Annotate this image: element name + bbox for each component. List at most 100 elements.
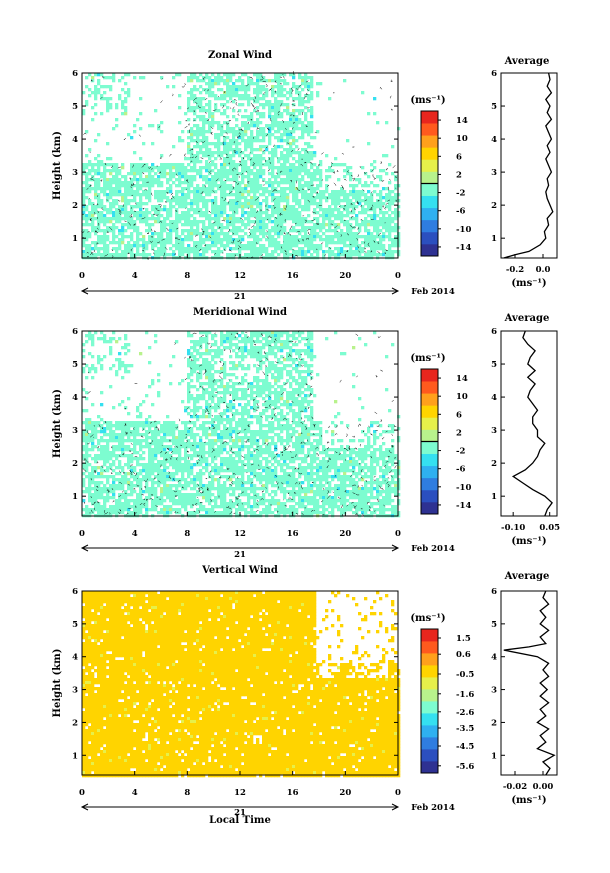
heatmap-cell [160,238,164,242]
contour-segment [124,220,127,222]
heatmap-cell [199,340,203,344]
heatmap-cell [232,139,236,143]
heatmap-cell [133,466,137,470]
heatmap-cell [358,235,362,239]
heatmap-cell [184,451,188,455]
heatmap-cell [301,124,305,128]
heatmap-cell [196,133,200,137]
heatmap-cell [91,247,95,251]
heatmap-cell [202,109,206,113]
heatmap-cell [196,151,200,155]
heatmap-cell [319,235,323,239]
heatmap-cell [265,145,269,149]
heatmap-cell [280,79,284,83]
heatmap-cell [190,334,194,338]
heatmap-cell [226,124,230,128]
heatmap-cell [112,226,116,230]
heatmap-cell [307,130,311,134]
heatmap-cell [277,73,281,77]
heatmap-cell [241,136,245,140]
heatmap-cell [124,427,128,431]
heatmap-cell [157,169,161,173]
heatmap-cell [238,79,242,83]
heatmap-cell [121,166,125,170]
heatmap-cell [199,151,203,155]
heatmap-cell [226,193,230,197]
heatmap-cell [259,253,263,257]
contour-segment [286,142,290,145]
heatmap-cell [178,214,182,218]
heatmap-cell [154,490,158,494]
heatmap-cell [370,169,374,173]
heatmap-cell [370,196,374,200]
heatmap-cell [349,199,353,203]
contour-segment [305,80,309,83]
heatmap-cell [187,181,191,185]
colorbar-unit: (ms⁻¹) [410,95,445,106]
heatmap-cell [394,250,398,254]
heatmap-cell [82,169,86,173]
heatmap-cell [226,238,230,242]
heatmap-cell [280,226,284,230]
contour-segment [232,186,235,190]
heatmap-cell [337,208,341,212]
heatmap-cell [91,229,95,233]
heatmap-cell [202,196,206,200]
heatmap-cell [277,211,281,215]
heatmap-cell [91,106,95,110]
heatmap-cell [127,463,131,467]
heatmap-cell [328,247,332,251]
heatmap-cell [277,130,281,134]
heatmap-cell [193,409,197,413]
heatmap-cell [175,442,179,446]
heatmap-cell [313,238,317,242]
heatmap-cell [88,334,92,338]
contour-segment [356,237,358,241]
heatmap-cell [346,193,350,197]
heatmap-cell [103,205,107,209]
heatmap-cell [304,208,308,212]
contour-segment [221,196,223,199]
heatmap-cell [277,226,281,230]
heatmap-cell [112,241,116,245]
heatmap-cell [328,217,332,221]
heatmap-cell [259,244,263,248]
heatmap-cell [370,217,374,221]
heatmap-cell [178,490,182,494]
heatmap-cell [97,241,101,245]
heatmap-cell [301,223,305,227]
heatmap-cell [253,250,257,254]
heatmap-cell [178,217,182,221]
heatmap-cell [130,448,134,452]
heatmap-cell [145,247,149,251]
heatmap-cell [205,151,209,155]
heatmap-cell [121,106,125,110]
heatmap-cell [94,217,98,221]
heatmap-cell [301,127,305,131]
heatmap-cell [310,127,314,131]
heatmap-cell [256,202,260,206]
heatmap-cell [352,217,356,221]
heatmap-cell [277,109,281,113]
heatmap-cell [283,148,287,152]
heatmap-cell [115,214,119,218]
heatmap-cell [358,226,362,230]
heatmap-cell [253,202,257,206]
heatmap-cell [124,448,128,452]
profile-title: Average [504,56,550,67]
heatmap-cell [100,424,104,428]
heatmap-cell [187,223,191,227]
heatmap-cell [298,199,302,203]
heatmap-cell [97,253,101,257]
heatmap-cell [139,454,143,458]
heatmap-cell [184,496,188,500]
heatmap-cell [238,163,242,167]
contour-segment [86,255,89,258]
heatmap-cell [112,481,116,485]
heatmap-cell [118,97,122,101]
heatmap-cell [274,166,278,170]
heatmap-cell [310,85,314,89]
heatmap-cell [232,229,236,233]
heatmap-cell [370,202,374,206]
heatmap-cell [241,229,245,233]
